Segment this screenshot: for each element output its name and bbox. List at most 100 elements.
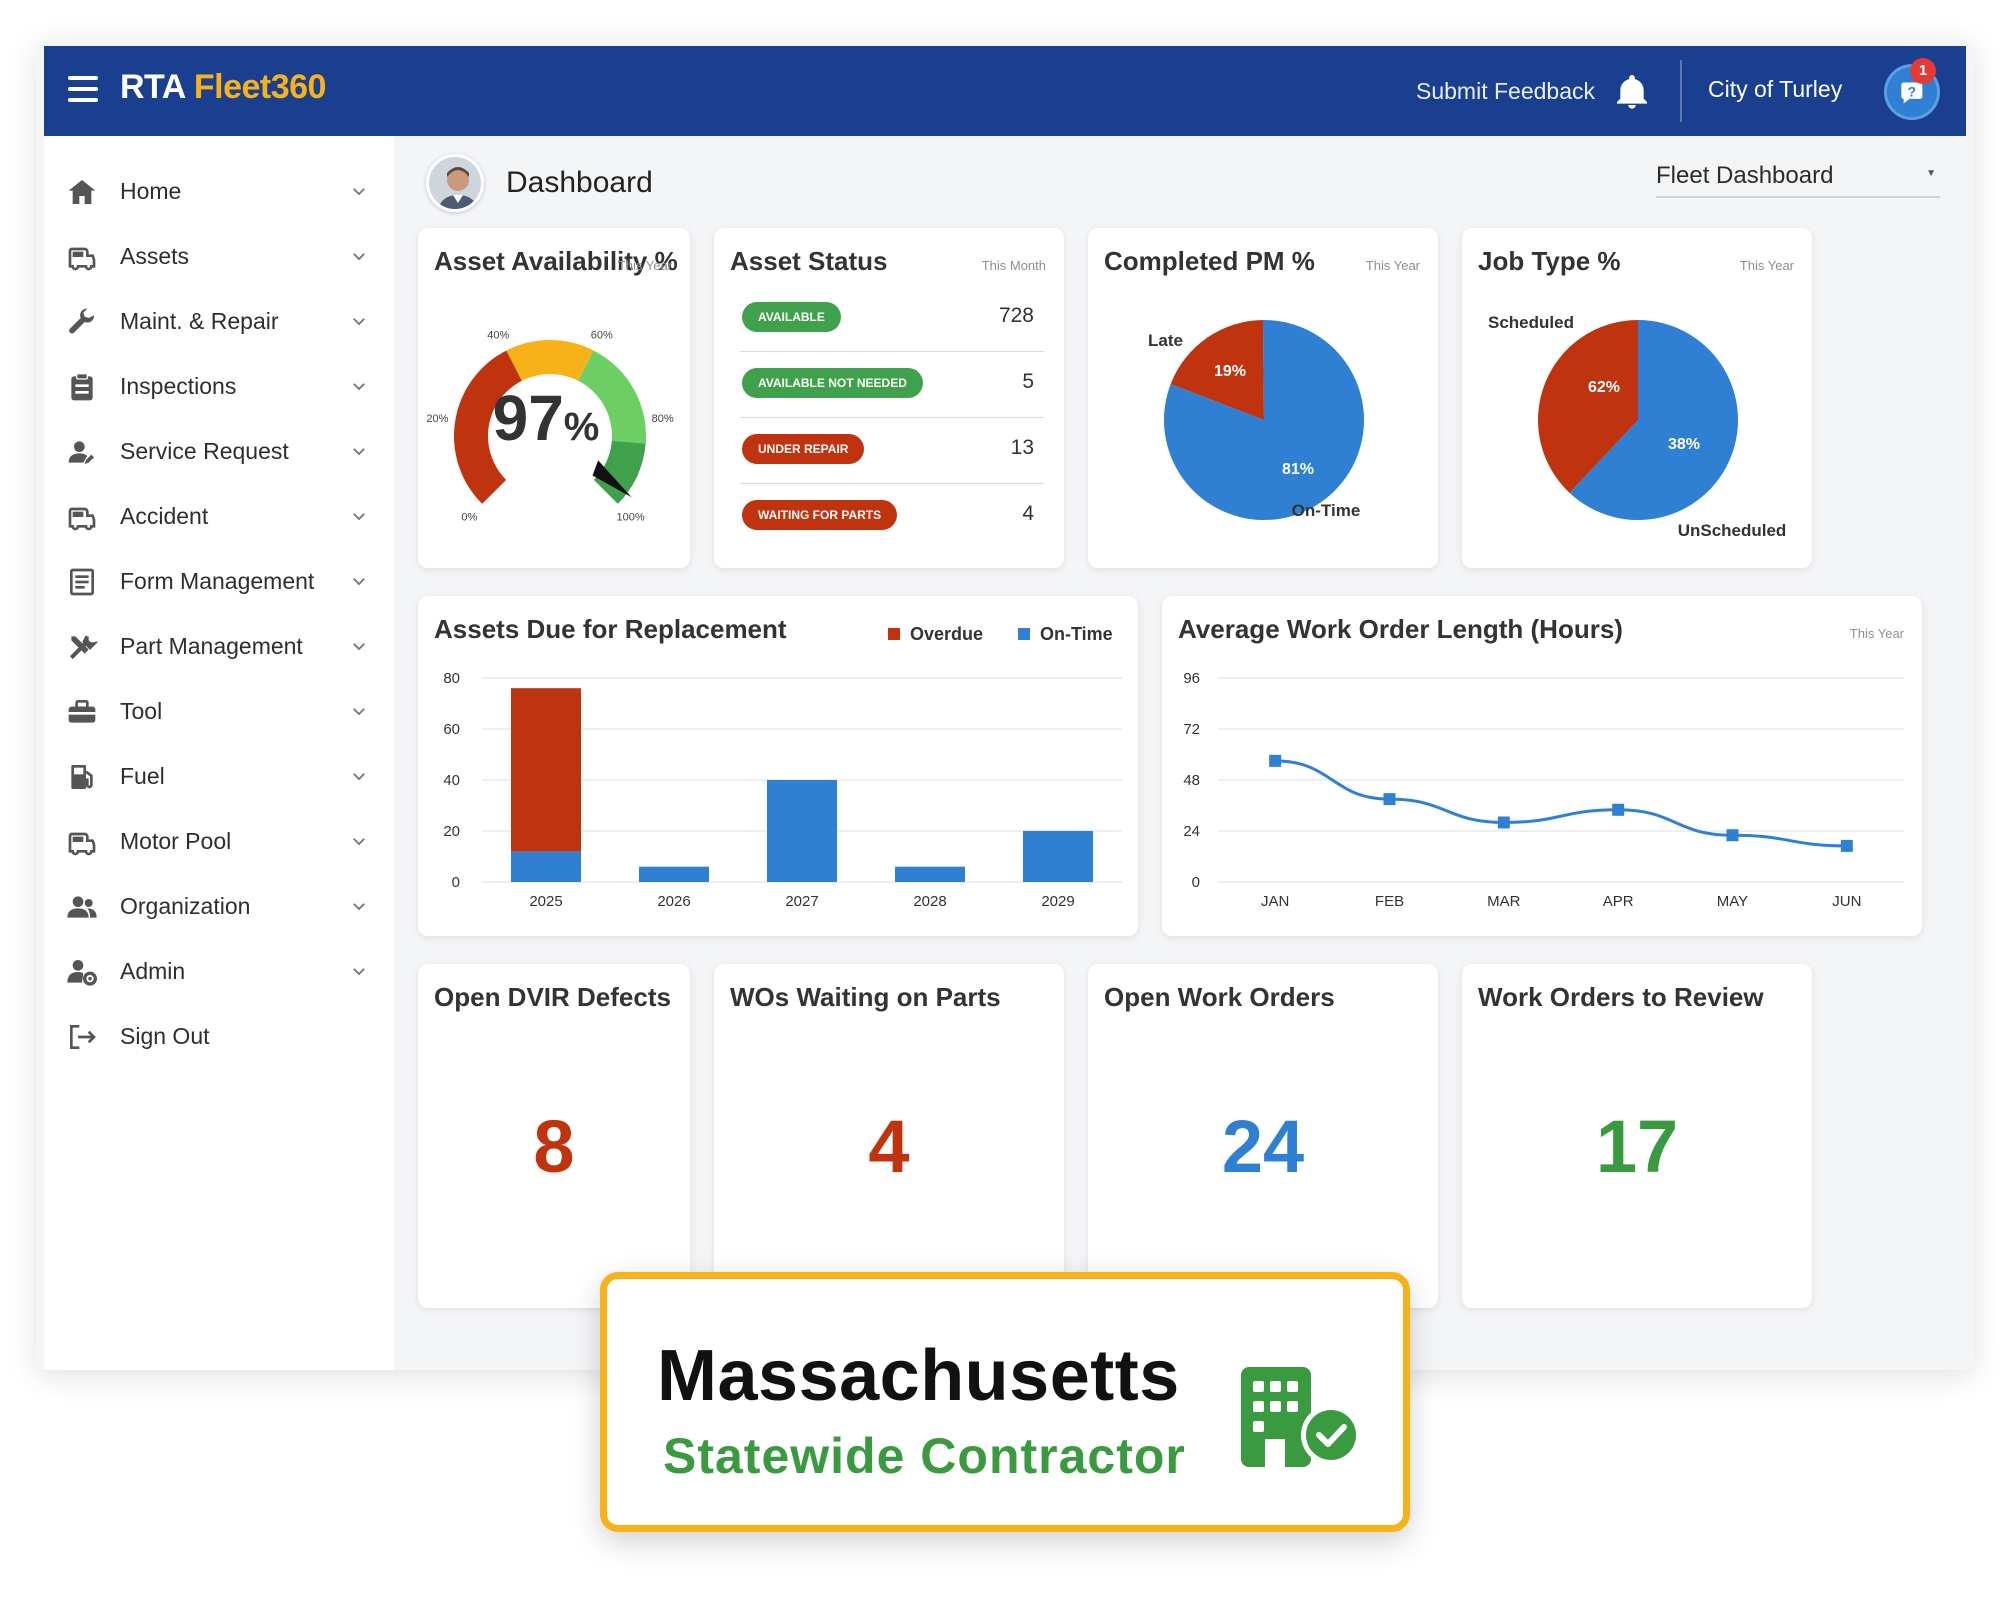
gauge-tick-label: 0% xyxy=(461,512,477,524)
clipboard-icon xyxy=(66,371,98,403)
y-tick-label: 80 xyxy=(443,670,460,687)
wos-waiting-on-parts-card[interactable]: WOs Waiting on Parts 4 xyxy=(714,964,1064,1308)
status-row[interactable]: UNDER REPAIR 13 xyxy=(740,418,1044,484)
work-order-length-card[interactable]: Average Work Order Length (Hours) This Y… xyxy=(1162,596,1922,936)
x-tick-label: FEB xyxy=(1375,893,1404,910)
gauge-tick-label: 40% xyxy=(487,329,509,341)
y-tick-label: 48 xyxy=(1183,772,1200,789)
sidebar-item-label: Motor Pool xyxy=(120,828,232,854)
callout-subtitle: Statewide Contractor xyxy=(663,1428,1186,1484)
bar-on-time-2027[interactable] xyxy=(767,780,837,882)
completed-pm-card[interactable]: Completed PM % This Year 19% 81% Late On-Ti… xyxy=(1088,228,1438,568)
kpi-value: 4 xyxy=(868,1105,910,1188)
sidebar-item-admin[interactable]: Admin xyxy=(44,936,394,1006)
chevron-down-icon xyxy=(350,247,368,265)
submit-feedback-link[interactable]: Submit Feedback xyxy=(1416,78,1595,104)
sidebar-item-service-request[interactable]: Service Request xyxy=(44,416,394,486)
replacement-chart-card[interactable]: Assets Due for Replacement 0 20 40 60 80 2025… xyxy=(418,596,1138,936)
line-point-may[interactable] xyxy=(1726,829,1739,842)
toolbox-icon xyxy=(66,696,98,728)
sidebar-item-label: Fuel xyxy=(120,763,165,789)
gauge-tick-label: 80% xyxy=(652,413,674,425)
y-tick-label: 96 xyxy=(1183,670,1200,687)
sidebar-item-maint-repair[interactable]: Maint. & Repair xyxy=(44,286,394,356)
bar-on-time-2025[interactable] xyxy=(511,851,581,882)
status-pill: AVAILABLE NOT NEEDED xyxy=(742,368,923,398)
legend-label[interactable]: On-Time xyxy=(1040,624,1113,644)
pie-value-label: 81% xyxy=(1282,461,1314,478)
pie-slice-scheduled[interactable] xyxy=(1569,320,1738,520)
caret-down-icon: ▼ xyxy=(1926,168,1936,179)
open-work-orders-card[interactable]: Open Work Orders 24 xyxy=(1088,964,1438,1308)
sidebar-item-fuel[interactable]: Fuel xyxy=(44,741,394,811)
sidebar-item-label: Maint. & Repair xyxy=(120,308,279,334)
x-tick-label: JAN xyxy=(1261,893,1289,910)
sidebar-item-home[interactable]: Home xyxy=(44,156,394,226)
status-row[interactable]: WAITING FOR PARTS 4 xyxy=(740,484,1044,550)
sidebar-item-assets[interactable]: Assets xyxy=(44,221,394,291)
chevron-down-icon xyxy=(350,377,368,395)
sidebar-item-inspections[interactable]: Inspections xyxy=(44,351,394,421)
line-point-mar[interactable] xyxy=(1497,816,1510,829)
chevron-down-icon xyxy=(350,832,368,850)
sidebar-item-sign-out[interactable]: Sign Out xyxy=(44,1001,394,1071)
admin-gear-icon xyxy=(66,956,98,988)
pie-slice-unscheduled[interactable] xyxy=(1538,320,1638,493)
y-tick-label: 0 xyxy=(1192,874,1200,891)
status-row[interactable]: AVAILABLE NOT NEEDED 5 xyxy=(740,352,1044,418)
open-dvir-defects-card[interactable]: Open DVIR Defects 8 xyxy=(418,964,690,1308)
bar-on-time-2029[interactable] xyxy=(1023,831,1093,882)
x-tick-label: 2028 xyxy=(913,893,946,910)
sidebar-item-form-management[interactable]: Form Management xyxy=(44,546,394,616)
line-point-feb[interactable] xyxy=(1383,793,1396,806)
tools-icon xyxy=(66,631,99,663)
bar-on-time-2026[interactable] xyxy=(639,866,709,882)
bell-icon[interactable] xyxy=(1612,72,1652,112)
bar-on-time-2028[interactable] xyxy=(895,866,965,882)
completed-pm-pie: 19% 81% Late On-Time xyxy=(1148,320,1364,520)
contractor-callout: Massachusetts Statewide Contractor xyxy=(600,1272,1410,1532)
line-series xyxy=(1275,759,1847,848)
page-title: Dashboard xyxy=(506,166,653,199)
sidebar-item-accident[interactable]: Accident xyxy=(44,481,394,551)
status-pill: WAITING FOR PARTS xyxy=(742,500,898,530)
pie-slice-late[interactable] xyxy=(1170,320,1264,420)
y-tick-label: 0 xyxy=(452,874,460,891)
x-tick-label: MAR xyxy=(1487,893,1521,910)
avatar[interactable] xyxy=(426,154,484,212)
sidebar-item-motor-pool[interactable]: Motor Pool xyxy=(44,806,394,876)
work-orders-to-review-card[interactable]: Work Orders to Review 17 xyxy=(1462,964,1812,1308)
kpi-value: 17 xyxy=(1595,1105,1679,1188)
chevron-down-icon xyxy=(350,702,368,720)
asset-status-card[interactable]: Asset Status This Month AVAILABLE 728 AVAI… xyxy=(714,228,1064,568)
sidebar: Home Assets Maint. & Repair Inspections Serv… xyxy=(44,136,394,1370)
job-type-card[interactable]: Job Type % This Year 62% 38% Scheduled UnSc… xyxy=(1462,228,1812,568)
card-period: This Month xyxy=(981,258,1046,273)
kpi-value: 8 xyxy=(533,1105,575,1188)
organization-name[interactable]: City of Turley xyxy=(1708,76,1843,102)
status-count: 728 xyxy=(998,304,1034,327)
logo-rta: RTA xyxy=(120,68,186,106)
sidebar-item-organization[interactable]: Organization xyxy=(44,871,394,941)
x-tick-label: 2025 xyxy=(529,893,562,910)
line-point-jan[interactable] xyxy=(1269,754,1282,767)
pie-slice-on-time[interactable] xyxy=(1164,320,1364,520)
sidebar-item-tool[interactable]: Tool xyxy=(44,676,394,746)
pie-category-label: UnScheduled xyxy=(1678,521,1787,540)
pie-value-label: 38% xyxy=(1668,436,1700,453)
dashboard-select[interactable]: Fleet Dashboard ▼ xyxy=(1656,158,1940,198)
status-row[interactable]: AVAILABLE 728 xyxy=(740,286,1044,352)
app-logo[interactable]: RTA Fleet360 xyxy=(120,68,326,107)
gauge-tick-label: 20% xyxy=(426,413,448,425)
sidebar-item-label: Form Management xyxy=(120,568,315,594)
legend-label[interactable]: Overdue xyxy=(910,624,983,644)
status-count: 4 xyxy=(1022,502,1034,525)
status-pill: AVAILABLE xyxy=(742,302,841,332)
line-point-jun[interactable] xyxy=(1840,839,1853,852)
sidebar-item-part-management[interactable]: Part Management xyxy=(44,611,394,681)
line-point-apr[interactable] xyxy=(1612,803,1625,816)
menu-icon[interactable] xyxy=(68,76,98,102)
notification-badge: 1 xyxy=(1910,58,1936,84)
bar-overdue-2025[interactable] xyxy=(511,688,581,852)
asset-availability-card[interactable]: Asset Availability % This Year 0% 20% 40% 6… xyxy=(418,228,690,568)
